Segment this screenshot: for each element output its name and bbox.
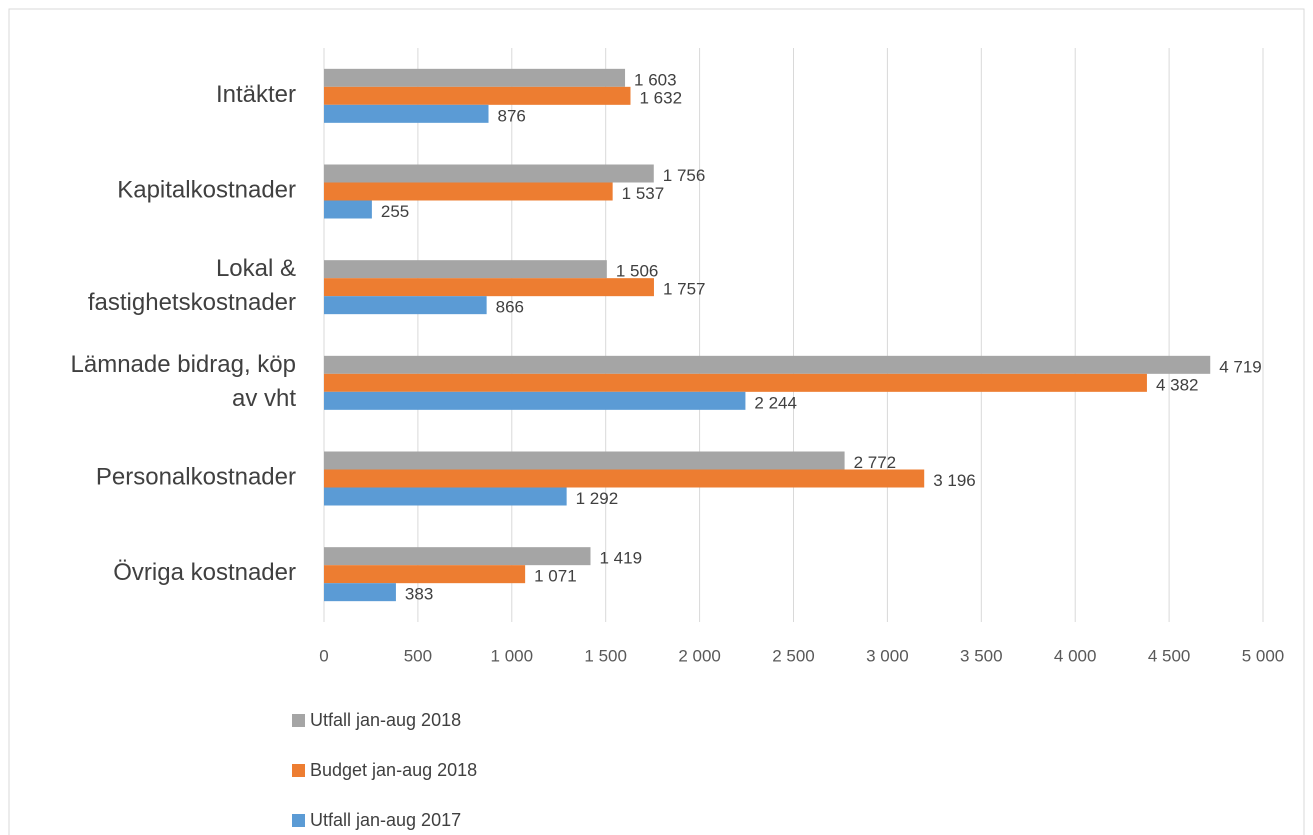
y-tick-label: Kapitalkostnader	[117, 177, 296, 204]
bar	[324, 104, 489, 123]
value-label: 4 719	[1219, 357, 1262, 376]
x-tick-label: 1 500	[584, 646, 627, 665]
chart-border	[8, 8, 1305, 835]
bar	[324, 182, 613, 201]
x-tick-label: 3 500	[960, 646, 1003, 665]
legend-swatch	[292, 764, 305, 777]
bar	[324, 487, 567, 506]
value-label: 2 244	[754, 393, 797, 412]
bar	[324, 164, 654, 183]
value-label: 1 292	[576, 489, 619, 508]
bar	[324, 355, 1211, 374]
bar	[324, 565, 526, 584]
x-tick-label: 3 000	[866, 646, 909, 665]
legend-swatch	[292, 714, 305, 727]
y-tick-label: Lokal & fastighetskostnader	[88, 256, 296, 317]
value-label: 383	[405, 585, 433, 604]
x-tick-label: 4 000	[1054, 646, 1097, 665]
value-label: 1 756	[663, 166, 706, 185]
value-label: 1 632	[639, 88, 682, 107]
x-tick-label: 2 000	[678, 646, 721, 665]
value-label: 4 382	[1156, 375, 1199, 394]
bar	[324, 583, 396, 602]
y-tick-label: Personalkostnader	[96, 464, 296, 491]
value-label: 1 757	[663, 280, 706, 299]
value-label: 1 506	[616, 262, 659, 281]
x-tick-label: 1 000	[491, 646, 534, 665]
y-tick-label: Lämnade bidrag, köp av vht	[71, 351, 297, 412]
value-label: 255	[381, 202, 409, 221]
value-label: 2 772	[854, 453, 897, 472]
bar	[324, 451, 845, 470]
legend-swatch	[292, 814, 305, 827]
bar	[324, 200, 372, 219]
value-label: 3 196	[933, 471, 976, 490]
bar	[324, 296, 487, 315]
bar	[324, 278, 654, 297]
bar	[324, 469, 925, 488]
y-tick-label: Övriga kostnader	[113, 560, 296, 587]
x-tick-label: 4 500	[1148, 646, 1191, 665]
x-tick-label: 5 000	[1242, 646, 1285, 665]
bar	[324, 373, 1147, 392]
bar	[324, 68, 626, 87]
bar	[324, 260, 607, 279]
value-label: 1 603	[634, 70, 677, 89]
value-label: 1 419	[599, 549, 642, 568]
x-tick-label: 2 500	[772, 646, 815, 665]
legend-label: Utfall jan-aug 2017	[310, 810, 461, 830]
bar	[324, 391, 746, 410]
value-label: 876	[498, 106, 526, 125]
x-tick-label: 500	[404, 646, 432, 665]
bar	[324, 86, 631, 105]
legend-label: Utfall jan-aug 2018	[310, 710, 461, 730]
x-tick-label: 0	[319, 646, 328, 665]
legend-label: Budget jan-aug 2018	[310, 760, 477, 780]
value-label: 1 537	[622, 184, 665, 203]
value-label: 866	[496, 298, 524, 317]
value-label: 1 071	[534, 567, 577, 586]
bar	[324, 547, 591, 566]
y-tick-label: Intäkter	[216, 81, 296, 108]
